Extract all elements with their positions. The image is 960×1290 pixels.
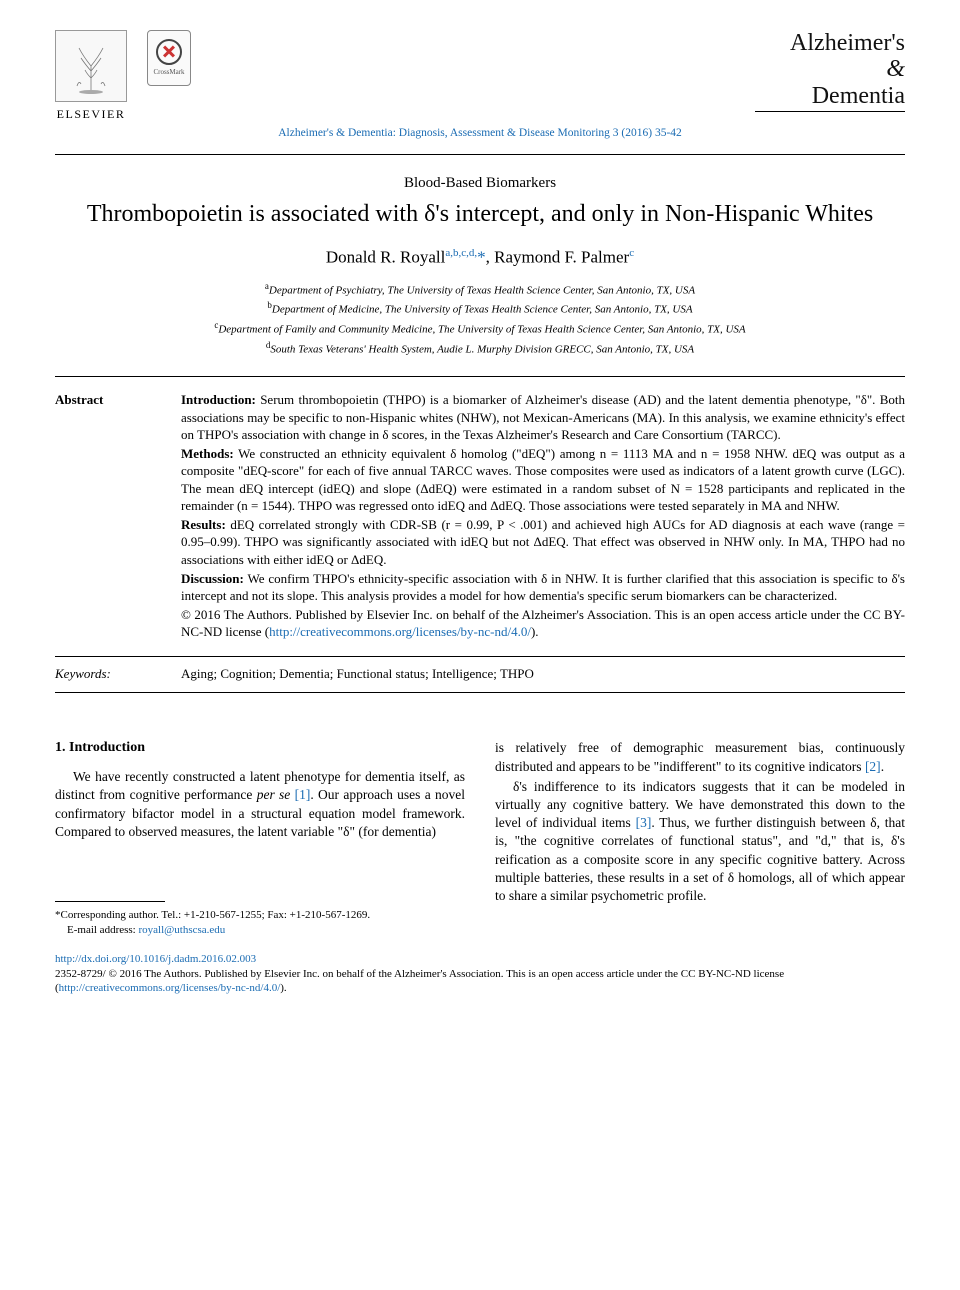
abstract-block: Abstract Introduction: Serum thrombopoie…: [55, 376, 905, 657]
elsevier-tree-icon: [55, 30, 127, 102]
footnotes: *Corresponding author. Tel.: +1-210-567-…: [55, 908, 465, 938]
footer-issn-b: ).: [280, 982, 286, 994]
journal-logo-amp: &: [886, 56, 905, 82]
keywords-row: Keywords: Aging; Cognition; Dementia; Fu…: [55, 657, 905, 694]
abstract-body: Introduction: Serum thrombopoietin (THPO…: [181, 391, 905, 642]
author-1-corr-ast[interactable]: *: [477, 248, 486, 267]
col2-p1-a: is relatively free of demographic measur…: [495, 740, 905, 773]
abstract-label: Abstract: [55, 391, 155, 409]
affiliation-c: Department of Family and Community Medic…: [218, 324, 745, 336]
abs-intro-head: Introduction:: [181, 392, 256, 407]
article-title: Thrombopoietin is associated with δ's in…: [55, 199, 905, 230]
footnote-separator: [55, 901, 165, 902]
crossmark-badge[interactable]: CrossMark: [147, 30, 191, 86]
abs-results-head: Results:: [181, 517, 226, 532]
email-label: E-mail address:: [67, 924, 138, 936]
affiliation-d: South Texas Veterans' Health System, Aud…: [270, 343, 694, 355]
keywords-text: Aging; Cognition; Dementia; Functional s…: [181, 665, 534, 683]
corresponding-author-note: *Corresponding author. Tel.: +1-210-567-…: [55, 908, 465, 923]
citation-line: Alzheimer's & Dementia: Diagnosis, Asses…: [55, 126, 905, 142]
page-footer: http://dx.doi.org/10.1016/j.dadm.2016.02…: [55, 952, 905, 997]
author-2-affil-sup[interactable]: c: [629, 247, 634, 259]
author-2-name: , Raymond F. Palmer: [486, 248, 630, 267]
abs-discussion-text: We confirm THPO's ethnicity-specific ass…: [181, 571, 905, 604]
abs-copyright-close: ).: [531, 624, 539, 639]
authors: Donald R. Royalla,b,c,d,*, Raymond F. Pa…: [55, 246, 905, 270]
header-divider: [55, 154, 905, 155]
header-row: ELSEVIER CrossMark Alzheimer's & Dementi…: [55, 30, 905, 122]
col2-p1-b: .: [881, 759, 884, 774]
elsevier-logo: ELSEVIER: [55, 30, 127, 122]
ref-link-1[interactable]: [1]: [295, 787, 311, 802]
affiliation-a: Department of Psychiatry, The University…: [269, 284, 695, 296]
ref-link-3[interactable]: [3]: [636, 815, 652, 830]
header-left: ELSEVIER CrossMark: [55, 30, 191, 122]
journal-logo-line2: Dementia: [755, 83, 905, 109]
col1-p1-em: per se: [257, 787, 291, 802]
email-link[interactable]: royall@uthscsa.edu: [138, 924, 225, 936]
abs-license-link[interactable]: http://creativecommons.org/licenses/by-n…: [269, 624, 531, 639]
abstract-label-col: Abstract: [55, 391, 155, 642]
doi-link[interactable]: http://dx.doi.org/10.1016/j.dadm.2016.02…: [55, 953, 256, 965]
keywords-label: Keywords:: [55, 665, 155, 683]
crossmark-icon: [156, 39, 182, 65]
abs-methods-text: We constructed an ethnicity equivalent δ…: [181, 446, 905, 514]
footer-license-link[interactable]: http://creativecommons.org/licenses/by-n…: [59, 982, 281, 994]
affiliation-b: Department of Medicine, The University o…: [272, 304, 693, 316]
abs-discussion-head: Discussion:: [181, 571, 244, 586]
ref-link-2[interactable]: [2]: [865, 759, 881, 774]
abs-intro-text: Serum thrombopoietin (THPO) is a biomark…: [181, 392, 905, 442]
journal-logo: Alzheimer's & Dementia: [755, 30, 905, 112]
body-col-left: 1. Introduction We have recently constru…: [55, 739, 465, 937]
body-col-right: is relatively free of demographic measur…: [495, 739, 905, 937]
affiliations: aDepartment of Psychiatry, The Universit…: [55, 280, 905, 358]
author-1-affil-sup[interactable]: a,b,c,d,: [445, 247, 477, 259]
journal-logo-underline: [755, 111, 905, 112]
abs-methods-head: Methods:: [181, 446, 234, 461]
crossmark-label: CrossMark: [153, 68, 184, 77]
section-1-heading: 1. Introduction: [55, 739, 465, 758]
article-section: Blood-Based Biomarkers: [55, 173, 905, 193]
journal-logo-line1: Alzheimer's: [755, 30, 905, 56]
author-1-name: Donald R. Royall: [326, 248, 445, 267]
abs-results-text: dEQ correlated strongly with CDR-SB (r =…: [181, 517, 905, 567]
body-columns: 1. Introduction We have recently constru…: [55, 739, 905, 937]
publisher-name: ELSEVIER: [57, 106, 126, 122]
